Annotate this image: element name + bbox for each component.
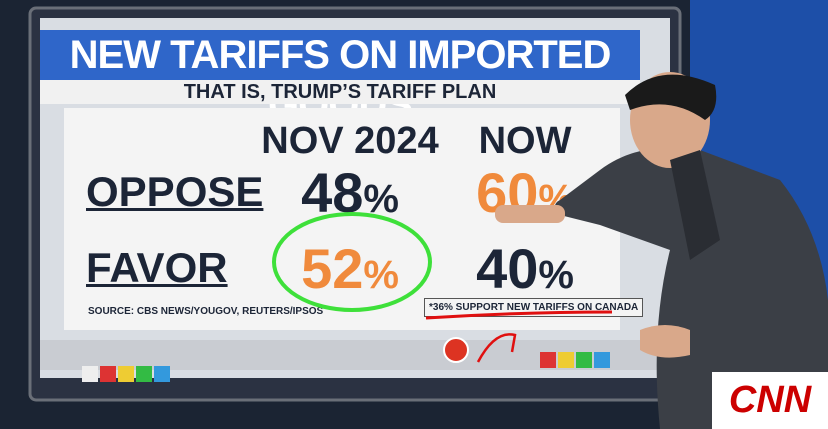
column-header: NOW <box>478 120 572 162</box>
cell: 40% <box>435 236 615 301</box>
color-swatches <box>82 352 610 382</box>
cell-number: 40 <box>476 237 539 300</box>
annotation-circle <box>272 212 432 312</box>
row-label: OPPOSE <box>86 168 264 215</box>
annotation-underline <box>425 310 613 320</box>
cursor-icon <box>443 337 469 363</box>
source: SOURCE: CBS NEWS/YOUGOV, REUTERS/IPSOS <box>88 306 324 317</box>
presenter <box>495 72 828 429</box>
cell-number: 52 <box>301 237 364 300</box>
cell: 52% <box>260 236 440 301</box>
logo: CNN <box>712 372 828 429</box>
cell-unit: % <box>363 253 399 297</box>
cell: 48% <box>260 160 440 225</box>
column-header: NOV 2024 <box>261 120 439 162</box>
cell-unit: % <box>538 253 574 297</box>
row-label: FAVOR <box>86 244 228 291</box>
annotation-arrow <box>476 333 517 363</box>
subtitle: THAT IS, TRUMP’S TARIFF PLAN <box>40 80 640 104</box>
